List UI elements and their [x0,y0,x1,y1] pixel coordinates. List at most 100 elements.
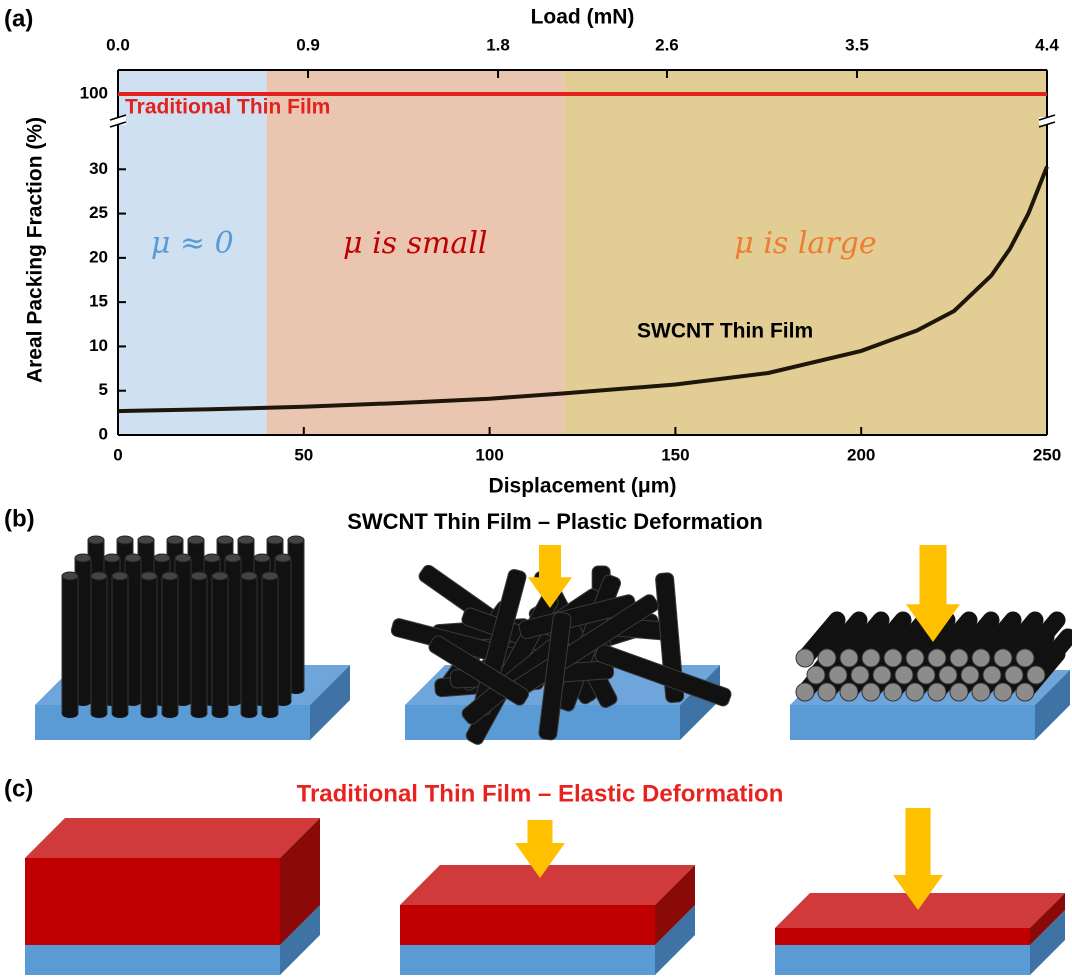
shape [117,536,133,544]
shape [175,554,191,562]
shape [972,649,990,667]
x2-tick-label: 4.4 [1035,35,1059,54]
region-label: μ ≈ 0 [151,226,234,261]
shape [75,554,91,562]
shape [829,666,847,684]
x-tick-label: 200 [847,445,875,464]
shape [141,572,157,580]
shape [994,683,1012,701]
panel-label: (a) [4,5,33,32]
y-tick-label: 100 [80,83,108,102]
x2-tick-label: 0.9 [296,35,320,54]
shape [191,576,207,714]
shape [796,683,814,701]
series-label: SWCNT Thin Film [637,320,813,343]
shape [241,576,257,714]
shape [862,649,880,667]
region-label: μ is small [343,226,487,261]
shape [162,710,178,718]
shape [840,683,858,701]
shape [225,554,241,562]
shape [262,710,278,718]
shape [241,710,257,718]
shape [112,576,128,714]
shape [790,705,1035,740]
x2-axis-title: Load (mN) [531,6,635,29]
shape [191,710,207,718]
shape [400,905,655,945]
shape [1027,666,1045,684]
shape [950,649,968,667]
shape [267,536,283,544]
shape [895,666,913,684]
shape [928,649,946,667]
shape [212,710,228,718]
shape [138,536,154,544]
shape [917,666,935,684]
y-tick-label: 25 [89,203,108,222]
x-tick-label: 100 [475,445,503,464]
shape [873,666,891,684]
shape [62,710,78,718]
x-tick-label: 250 [1033,445,1061,464]
y-tick-label: 5 [99,380,108,399]
shape [141,576,157,714]
shape [141,710,157,718]
shape [254,554,270,562]
shape [796,649,814,667]
shape [851,666,869,684]
shape [928,683,946,701]
shape [807,666,825,684]
panel-title: Traditional Thin Film – Elastic Deformat… [297,780,784,807]
shape [241,572,257,580]
x2-tick-label: 2.6 [655,35,679,54]
x-tick-label: 0 [113,445,122,464]
figure: μ ≈ 0μ is smallμ is large050100150200250… [0,0,1072,978]
panel-label: (b) [4,505,35,532]
y-tick-label: 30 [89,159,108,178]
shape [125,554,141,562]
shape [217,536,233,544]
shape [154,554,170,562]
shape [400,865,695,905]
y-axis-title: Areal Packing Fraction (%) [24,117,47,383]
shape [275,554,291,562]
x2-tick-label: 3.5 [845,35,869,54]
shape [939,666,957,684]
shape [972,683,990,701]
shape [884,683,902,701]
x-tick-label: 150 [661,445,689,464]
shape [262,572,278,580]
shape [906,649,924,667]
panel-label: (c) [4,775,33,802]
shape [884,649,902,667]
shape [238,536,254,544]
shape [91,572,107,580]
y-tick-label: 20 [89,247,108,266]
y-tick-label: 0 [99,424,108,443]
panel-title: SWCNT Thin Film – Plastic Deformation [347,509,763,534]
shape [1016,683,1034,701]
shape [204,554,220,562]
shape [191,572,207,580]
x2-tick-label: 0.0 [106,35,130,54]
diagrams [25,536,1070,975]
shape [88,536,104,544]
shape [262,576,278,714]
x-tick-label: 50 [294,445,313,464]
region-label: μ is large [734,226,876,261]
shape [62,572,78,580]
shape [1016,649,1034,667]
y-tick-label: 10 [89,336,108,355]
shape [104,554,120,562]
shape [983,666,1001,684]
x-axis-title: Displacement (μm) [489,475,677,498]
shape [162,572,178,580]
shape [212,572,228,580]
shape [818,683,836,701]
shape [1005,666,1023,684]
shape [188,536,204,544]
shape [162,576,178,714]
shape [906,683,924,701]
x2-tick-label: 1.8 [486,35,510,54]
